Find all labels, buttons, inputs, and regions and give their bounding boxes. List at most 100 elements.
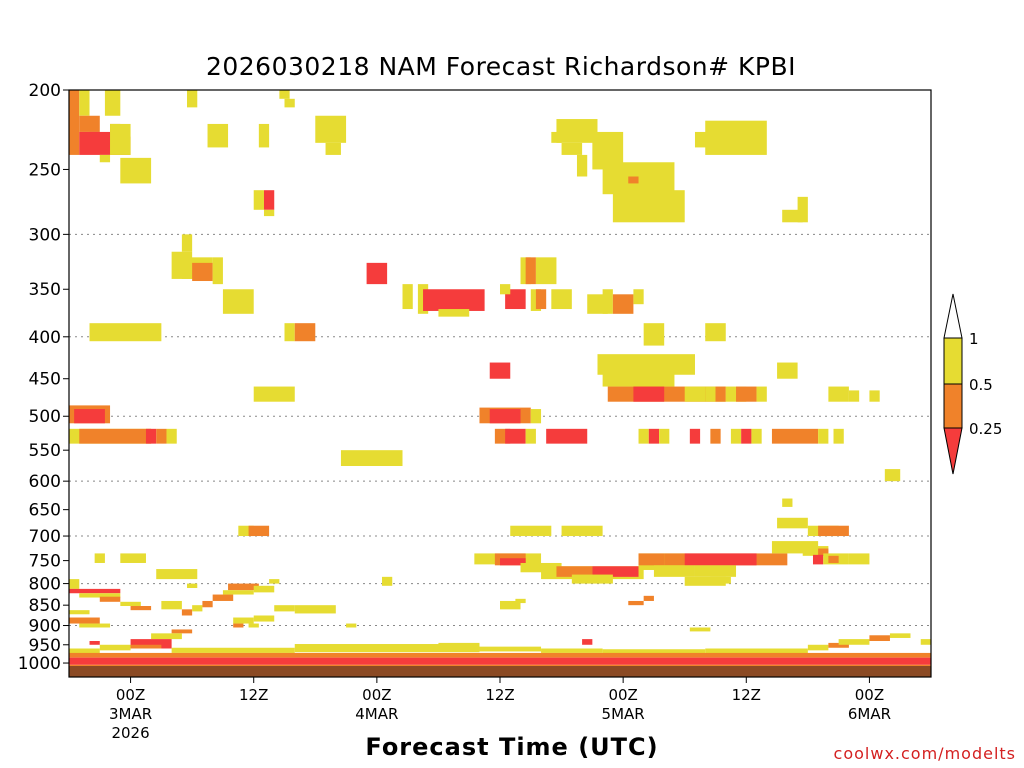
- heatmap-cell: [694, 565, 737, 577]
- heatmap-cell: [284, 98, 295, 108]
- heatmap-cell: [402, 284, 413, 310]
- heatmap-cell: [69, 90, 80, 155]
- heatmap-cell: [848, 390, 860, 402]
- heatmap-cell: [556, 119, 598, 143]
- heatmap-cell: [602, 289, 613, 314]
- heatmap-cell: [69, 617, 100, 624]
- heatmap-cell: [612, 190, 685, 223]
- heatmap-cell: [145, 428, 157, 444]
- heatmap-cell: [807, 644, 829, 651]
- heatmap-cell: [525, 257, 536, 285]
- heatmap-cell: [222, 590, 254, 595]
- heatmap-cell: [771, 428, 819, 444]
- x-tick-label: 4MAR: [355, 705, 398, 723]
- y-tick-label: 850: [29, 596, 61, 616]
- x-tick-label: 00Z: [855, 686, 884, 704]
- heatmap-cell: [782, 498, 793, 507]
- heatmap-cell: [253, 386, 295, 402]
- y-tick-label: 750: [29, 552, 61, 572]
- heatmap-cell: [79, 131, 111, 155]
- heatmap-cell: [777, 362, 798, 379]
- heatmap-cell: [489, 362, 511, 379]
- heatmap-cell: [597, 354, 695, 375]
- heatmap-cell: [340, 450, 403, 467]
- heatmap-cell: [869, 635, 890, 642]
- legend-label: 0.25: [969, 420, 1002, 438]
- credit-text: coolwx.com/modelts: [833, 744, 1016, 763]
- heatmap-cell: [705, 323, 726, 342]
- heatmap-cell: [325, 142, 341, 155]
- heatmap-cell: [684, 576, 726, 586]
- heatmap-cell: [500, 558, 526, 566]
- heatmap-cell: [535, 257, 557, 285]
- heatmap-cell: [889, 633, 911, 638]
- heatmap-cell: [643, 323, 665, 346]
- heatmap-cell: [120, 157, 152, 184]
- heatmap-cell: [694, 131, 726, 148]
- heatmap-cell: [438, 309, 470, 317]
- heatmap-cell: [648, 428, 660, 444]
- heatmap-cell: [705, 648, 808, 655]
- heatmap-cell: [74, 409, 105, 424]
- heatmap-cell: [130, 639, 172, 649]
- chart-title: 2026030218 NAM Forecast Richardson# KPBI: [205, 52, 797, 81]
- heatmap-cell: [248, 623, 259, 628]
- heatmap-cell: [294, 605, 336, 614]
- heatmap-cell: [263, 190, 275, 210]
- ground-band: [69, 666, 931, 677]
- heatmap-cell: [187, 90, 198, 108]
- legend-cap-top: [943, 293, 963, 339]
- heatmap-cell: [238, 525, 254, 537]
- plot-background: [69, 90, 931, 677]
- heatmap-cell: [551, 131, 562, 143]
- x-axis-title: Forecast Time (UTC): [365, 733, 659, 761]
- heatmap-cell: [689, 627, 711, 632]
- legend: 1 0.5 0.25: [943, 293, 1002, 475]
- heatmap-cell: [69, 588, 121, 594]
- y-tick-label: 450: [29, 370, 61, 390]
- heatmap-cell: [628, 176, 639, 184]
- heatmap-cell: [556, 566, 593, 577]
- heatmap-cell: [438, 642, 480, 648]
- heatmap-cell: [104, 90, 121, 116]
- y-axis: 200 250 300 350 400 450 500 550 600 650 700 750 8008…: [18, 81, 69, 674]
- heatmap-cell: [582, 639, 593, 645]
- x-tick-label: 12Z: [732, 686, 761, 704]
- heatmap-cell: [628, 600, 644, 606]
- heatmap-cell: [530, 289, 542, 311]
- heatmap-cell: [130, 606, 152, 611]
- x-tick-label: 2026: [111, 724, 149, 742]
- heatmap-cell: [777, 517, 808, 529]
- legend-swatch: [943, 337, 963, 385]
- heatmap-cell: [294, 323, 316, 342]
- heatmap-cell: [710, 428, 721, 444]
- heatmap-cell: [263, 209, 275, 217]
- heatmap-cell: [233, 623, 244, 628]
- heatmap-cell: [99, 596, 121, 602]
- heatmap-cell: [192, 605, 203, 612]
- x-tick-label: 6MAR: [848, 705, 891, 723]
- heatmap-cell: [638, 428, 649, 444]
- heatmap-cell: [920, 639, 931, 645]
- heatmap-cell: [838, 639, 870, 645]
- heatmap-cell: [931, 645, 946, 651]
- heatmap-cell: [69, 648, 100, 655]
- heatmap-cell: [530, 409, 542, 424]
- x-tick-label: 12Z: [485, 686, 514, 704]
- heatmap-cell: [89, 641, 100, 645]
- y-tick-label: 700: [29, 527, 61, 547]
- heatmap-cell: [576, 154, 588, 177]
- heatmap-cell: [130, 644, 162, 649]
- heatmap-cell: [228, 583, 259, 591]
- heatmap-cell: [715, 386, 726, 402]
- heatmap-cell: [253, 585, 275, 593]
- heatmap-cell: [802, 546, 829, 556]
- heatmap-cell: [592, 566, 639, 577]
- heatmap-cell: [156, 428, 167, 444]
- y-tick-label: 800: [29, 575, 61, 595]
- heatmap-cell: [69, 652, 931, 658]
- y-tick-label: 600: [29, 472, 61, 492]
- legend-cap-bottom: [943, 427, 963, 475]
